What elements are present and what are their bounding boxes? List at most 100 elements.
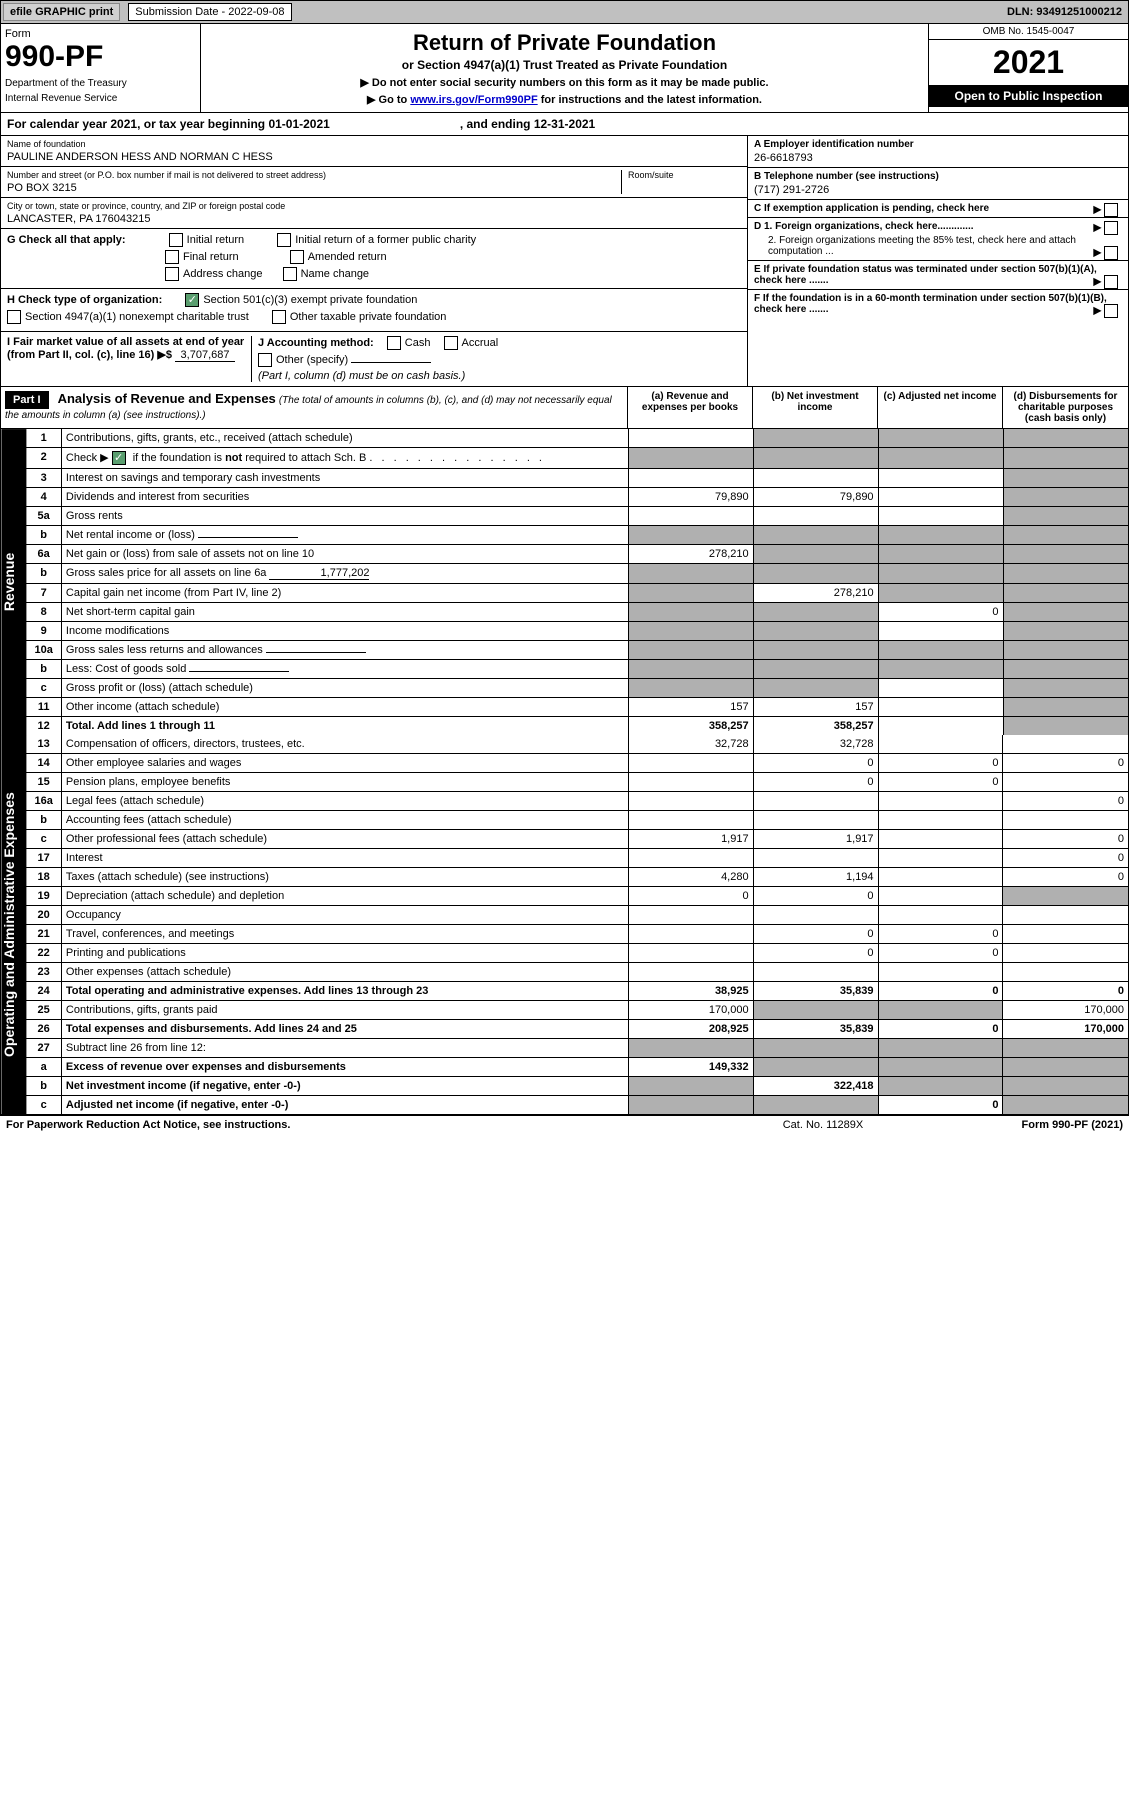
cash-check[interactable] (387, 336, 401, 350)
shaded-cell (1003, 429, 1128, 448)
value-cell (878, 963, 1003, 982)
value-cell: 278,210 (628, 545, 753, 564)
line-desc: Check ▶ if the foundation is not require… (61, 448, 628, 469)
shaded-cell (1003, 488, 1128, 507)
other-method-check[interactable] (258, 353, 272, 367)
line-num: b (26, 1077, 61, 1096)
line-num: 20 (26, 906, 61, 925)
form-header: Form 990-PF Department of the Treasury I… (1, 23, 1128, 112)
h-label: H Check type of organization: (7, 294, 162, 306)
open-public-badge: Open to Public Inspection (929, 85, 1128, 107)
e-check[interactable] (1104, 275, 1118, 289)
line-num: 3 (26, 469, 61, 488)
g-final: Final return (183, 251, 239, 263)
part1-header-row: Part I Analysis of Revenue and Expenses … (1, 386, 1128, 428)
value-cell (878, 488, 1003, 507)
shaded-cell (878, 1077, 1003, 1096)
revenue-table: 1Contributions, gifts, grants, etc., rec… (26, 429, 1128, 735)
form-footer-num: Form 990-PF (2021) (923, 1119, 1123, 1131)
shaded-cell (1003, 507, 1128, 526)
value-cell (878, 887, 1003, 906)
value-cell (878, 622, 1003, 641)
line-num: 12 (26, 717, 61, 736)
d1-check[interactable] (1104, 221, 1118, 235)
value-cell: 157 (753, 698, 878, 717)
shaded-cell (878, 584, 1003, 603)
value-cell: 35,839 (753, 982, 878, 1001)
value-cell (1003, 944, 1128, 963)
shaded-cell (1003, 564, 1128, 584)
shaded-cell (1003, 1058, 1128, 1077)
value-cell: 157 (628, 698, 753, 717)
efile-graphic-btn[interactable]: efile GRAPHIC print (3, 3, 120, 21)
value-cell: 170,000 (1003, 1020, 1128, 1039)
value-cell (1003, 811, 1128, 830)
line-desc: Other income (attach schedule) (61, 698, 628, 717)
name-change-check[interactable] (283, 267, 297, 281)
final-return-check[interactable] (165, 250, 179, 264)
d2-label: 2. Foreign organizations meeting the 85%… (768, 235, 1076, 257)
instr-pre: ▶ Go to (367, 94, 410, 106)
shaded-cell (878, 448, 1003, 469)
value-cell (753, 963, 878, 982)
addr-label: Number and street (or P.O. box number if… (7, 170, 621, 180)
value-cell: 79,890 (628, 488, 753, 507)
c-check[interactable] (1104, 203, 1118, 217)
room-label: Room/suite (628, 170, 741, 180)
col-a-header: (a) Revenue and expenses per books (628, 387, 753, 428)
amended-check[interactable] (290, 250, 304, 264)
line-desc: Taxes (attach schedule) (see instruction… (61, 868, 628, 887)
other-taxable-check[interactable] (272, 310, 286, 324)
ein-label: A Employer identification number (754, 139, 1122, 150)
shaded-cell (1003, 1096, 1128, 1115)
shaded-cell (878, 1058, 1003, 1077)
shaded-cell (1003, 1077, 1128, 1096)
shaded-cell (628, 526, 753, 545)
value-cell: 170,000 (628, 1001, 753, 1020)
form-title: Return of Private Foundation (207, 30, 922, 56)
omb-number: OMB No. 1545-0047 (929, 24, 1128, 40)
shaded-cell (1003, 448, 1128, 469)
footer: For Paperwork Reduction Act Notice, see … (0, 1115, 1129, 1134)
value-cell (628, 849, 753, 868)
section-ij: I Fair market value of all assets at end… (1, 331, 747, 386)
shaded-cell (1003, 641, 1128, 660)
value-cell (878, 679, 1003, 698)
shaded-cell (753, 1039, 878, 1058)
name-label: Name of foundation (7, 139, 741, 149)
accrual-check[interactable] (444, 336, 458, 350)
value-cell (878, 868, 1003, 887)
value-cell: 32,728 (628, 735, 753, 754)
line-num: 11 (26, 698, 61, 717)
form-link[interactable]: www.irs.gov/Form990PF (410, 94, 537, 106)
address-value: PO BOX 3215 (7, 182, 621, 194)
value-cell: 0 (1003, 849, 1128, 868)
shaded-cell (1003, 679, 1128, 698)
4947-check[interactable] (7, 310, 21, 324)
j-other: Other (specify) (276, 354, 348, 366)
line-num: 7 (26, 584, 61, 603)
line-desc: Gross rents (61, 507, 628, 526)
value-cell: 79,890 (753, 488, 878, 507)
address-change-check[interactable] (165, 267, 179, 281)
revenue-side-label: Revenue (1, 429, 26, 735)
calendar-year-row: For calendar year 2021, or tax year begi… (1, 112, 1128, 135)
line-desc: Adjusted net income (if negative, enter … (61, 1096, 628, 1115)
f-check[interactable] (1104, 304, 1118, 318)
g-address: Address change (183, 268, 263, 280)
schb-check[interactable] (112, 451, 126, 465)
line-num: 9 (26, 622, 61, 641)
j-note: (Part I, column (d) must be on cash basi… (258, 370, 741, 382)
value-cell: 208,925 (628, 1020, 753, 1039)
e-label: E If private foundation status was termi… (754, 264, 1097, 286)
line-num: b (26, 660, 61, 679)
value-cell: 358,257 (753, 717, 878, 736)
value-cell (753, 811, 878, 830)
value-cell: 0 (1003, 982, 1128, 1001)
line-desc: Total expenses and disbursements. Add li… (61, 1020, 628, 1039)
initial-return-check[interactable] (169, 233, 183, 247)
d2-check[interactable] (1104, 246, 1118, 260)
501c3-check[interactable] (185, 293, 199, 307)
initial-former-check[interactable] (277, 233, 291, 247)
j-label: J Accounting method: (258, 337, 374, 349)
